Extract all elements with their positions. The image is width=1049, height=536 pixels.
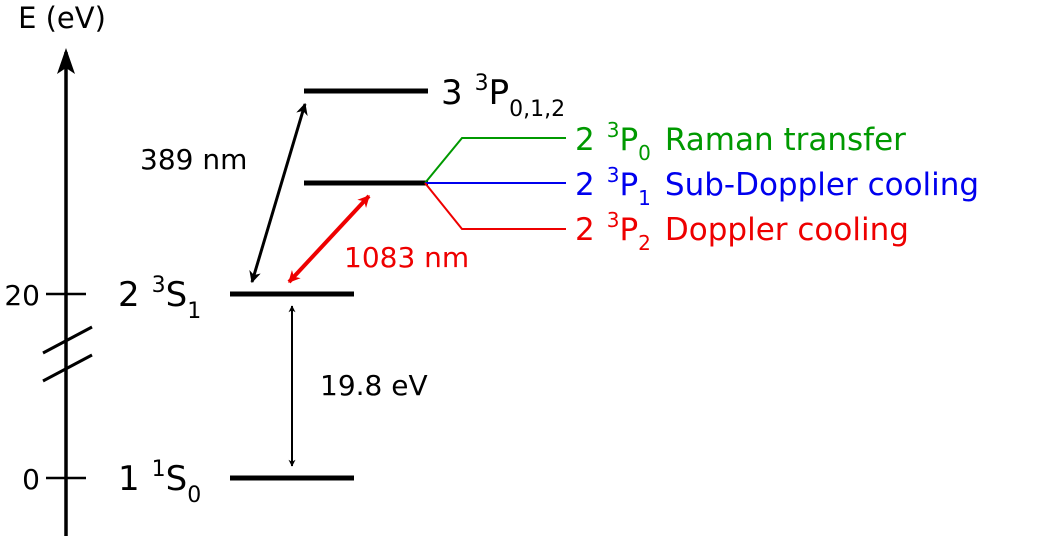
level-label-1-1s0: 1 1S0 — [118, 457, 201, 508]
level-label-3-3p: 3 3P0,1,2 — [441, 71, 565, 122]
splitting-line-p2 — [424, 182, 566, 230]
tick-label-0: 0 — [22, 463, 40, 496]
label-389nm: 389 nm — [140, 143, 247, 176]
label-1083nm: 1083 nm — [344, 241, 469, 274]
splitting-line-p0 — [424, 137, 566, 184]
transition-389nm-arrow — [249, 102, 308, 284]
fine-label-p2: 2 3P2 Doppler cooling — [575, 208, 909, 255]
energy-axis-arrowhead — [57, 48, 75, 74]
label-19-8ev: 19.8 eV — [320, 369, 428, 402]
fine-label-p0: 2 3P0 Raman transfer — [575, 118, 906, 165]
axis-label: E (eV) — [18, 1, 106, 35]
tick-label-20: 20 — [4, 279, 40, 312]
fine-label-p1: 2 3P1 Sub-Doppler cooling — [575, 163, 979, 210]
level-label-2-3s1: 2 3S1 — [118, 273, 201, 324]
axis-break-mark — [42, 353, 93, 383]
axis-break-mark — [42, 325, 93, 355]
transition-1083nm-arrow — [287, 194, 371, 284]
